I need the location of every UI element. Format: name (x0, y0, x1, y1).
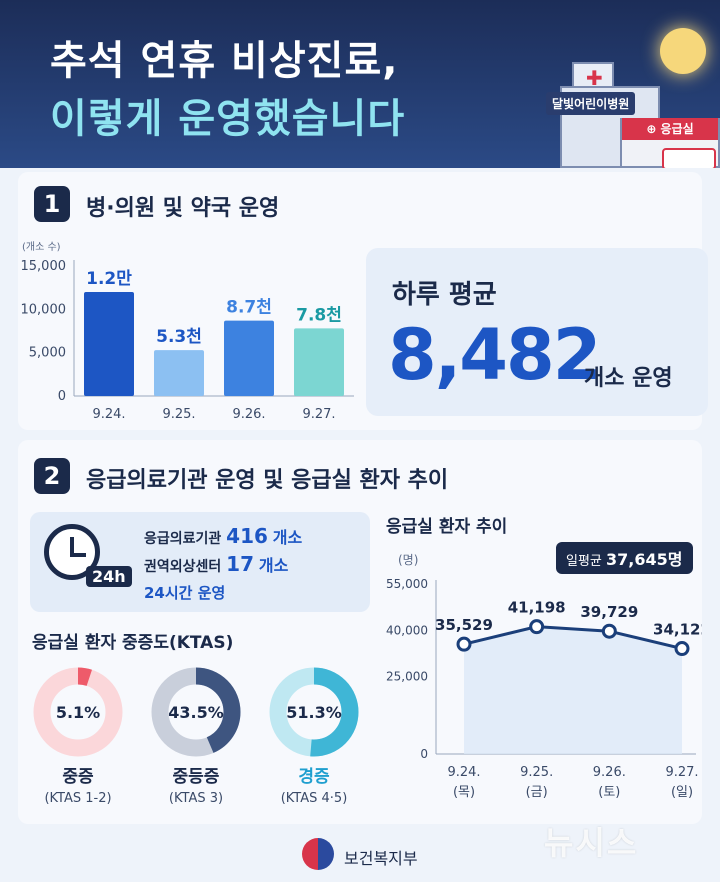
er-avg-label: 일평균 (566, 554, 602, 569)
bar-ytick-label: 5,000 (29, 346, 66, 361)
bar (84, 292, 134, 396)
cross-icon: ✚ (586, 66, 603, 90)
line-point (529, 619, 545, 635)
bar-data-label: 8.7천 (226, 298, 272, 318)
info-row2-label: 권역외상센터 (144, 559, 222, 575)
bar-category-label: 9.26. (232, 407, 265, 422)
donut-name-label: 중증 (62, 767, 94, 787)
line-ytick-label: 40,000 (386, 623, 428, 637)
info-row-trauma-centers: 권역외상센터 17 개소 (144, 552, 288, 576)
bar-data-label: 7.8천 (296, 305, 342, 325)
info-row1-value: 416 (226, 524, 268, 548)
bar-chart: (개소 수) 0 5,000 10,000 15,000 1.2만 9.24. 5.3천 9.2… (21, 241, 354, 422)
info-row-24h: 24시간 운영 (144, 584, 226, 602)
info-row-emergency-institutions: 응급의료기관 416 개소 (144, 524, 302, 548)
line-data-label: 41,198 (508, 599, 566, 617)
section2-number: 2 (34, 458, 70, 494)
page-title-line1: 추석 연휴 비상진료, (50, 38, 399, 84)
ktas-donut-charts: 5.1% 중증 (KTAS 1-2) 43.5% 중등증 (KTAS 3) 51.3% 경증 (… (33, 667, 359, 806)
donut-name-label: 중등증 (173, 767, 220, 787)
line-category-sublabel: (일) (671, 785, 693, 800)
line-data-label: 35,529 (435, 616, 493, 634)
er-daily-average-badge: 일평균 37,645명 (556, 542, 693, 574)
er-trend-title: 응급실 환자 추이 (386, 517, 508, 537)
donut-sublabel: (KTAS 1-2) (44, 791, 111, 806)
page-title-line2: 이렇게 운영했습니다 (50, 96, 406, 142)
er-line-chart: (명) 0 25,000 40,000 55,000 35,529 9.24. (목) 41,1… (386, 553, 702, 800)
donut-value-label: 51.3% (286, 703, 342, 722)
section1-number: 1 (34, 186, 70, 222)
section1-title: 병·의원 및 약국 운영 (86, 196, 280, 221)
donut-sublabel: (KTAS 4·5) (281, 791, 348, 806)
donut-value-label: 5.1% (56, 703, 100, 722)
daily-average-value: 8,482 (388, 314, 601, 396)
bar-data-label: 5.3천 (156, 327, 202, 347)
line-ytick-label: 0 (420, 747, 428, 761)
hospital-illustration: ✚ 달빛어린이병원 ⊕ 응급실 (540, 56, 720, 168)
bar-category-label: 9.27. (302, 407, 335, 422)
line-category-sublabel: (목) (453, 785, 475, 800)
info-row1-label: 응급의료기관 (144, 531, 222, 547)
line-ytick-label: 25,000 (386, 670, 428, 684)
bar-ylabel: (개소 수) (22, 241, 61, 253)
daily-average-unit: 개소 운영 (584, 366, 673, 391)
bar-ytick-label: 15,000 (21, 259, 67, 274)
line-area (464, 626, 682, 754)
bar (154, 350, 204, 396)
bar-ytick-label: 10,000 (21, 302, 67, 317)
line-data-label: 34,122 (653, 621, 702, 639)
line-category-sublabel: (금) (526, 785, 548, 800)
moon-icon (660, 28, 706, 74)
line-data-label: 39,729 (580, 603, 638, 621)
hospital-sign: 달빛어린이병원 (546, 92, 636, 115)
bar-category-label: 9.25. (162, 407, 195, 422)
donut-slice (33, 667, 123, 757)
bar (294, 328, 344, 396)
info-row2-unit: 개소 (258, 556, 289, 575)
line-series (463, 625, 683, 650)
line-category-label: 9.26. (593, 765, 626, 780)
bar-category-label: 9.24. (92, 407, 125, 422)
info-row2-value: 17 (226, 552, 254, 576)
line-category-label: 9.27. (665, 765, 698, 780)
ambulance-icon (662, 148, 716, 168)
er-avg-value: 37,645명 (606, 550, 683, 569)
donut-sublabel: (KTAS 3) (169, 791, 223, 806)
bar-ytick-label: 0 (58, 389, 66, 404)
24h-tag: 24h (86, 566, 132, 587)
donut-name-label: 경증 (298, 767, 330, 787)
ktas-title: 응급실 환자 중증도(KTAS) (32, 633, 234, 653)
emergency-info-box: 24h 응급의료기관 416 개소 권역외상센터 17 개소 24시간 운영 (30, 512, 370, 612)
daily-average-box: 하루 평균 8,482 개소 운영 (366, 248, 708, 416)
er-sign: ⊕ 응급실 (622, 118, 718, 140)
line-category-sublabel: (토) (598, 785, 620, 800)
line-category-label: 9.25. (520, 765, 553, 780)
line-point (674, 641, 690, 657)
bar (224, 320, 274, 396)
line-category-label: 9.24. (447, 765, 480, 780)
daily-average-label: 하루 평균 (392, 280, 497, 310)
bar-data-label: 1.2만 (86, 269, 132, 289)
hospital-roof (572, 62, 614, 90)
info-row1-unit: 개소 (272, 528, 303, 547)
donut-slice (269, 667, 359, 757)
line-ytick-label: 55,000 (386, 577, 428, 591)
line-ylabel: (명) (398, 553, 418, 567)
line-point (456, 636, 472, 652)
section2-title: 응급의료기관 운영 및 응급실 환자 추이 (86, 468, 449, 493)
header-banner: 추석 연휴 비상진료, 이렇게 운영했습니다 ✚ 달빛어린이병원 ⊕ 응급실 (0, 0, 720, 168)
ministry-name: 보건복지부 (344, 849, 418, 868)
line-point (601, 623, 617, 639)
ministry-logo-icon (302, 838, 334, 870)
watermark: 뉴시스 (544, 824, 639, 862)
donut-value-label: 43.5% (168, 703, 224, 722)
donut-slice (151, 667, 241, 757)
